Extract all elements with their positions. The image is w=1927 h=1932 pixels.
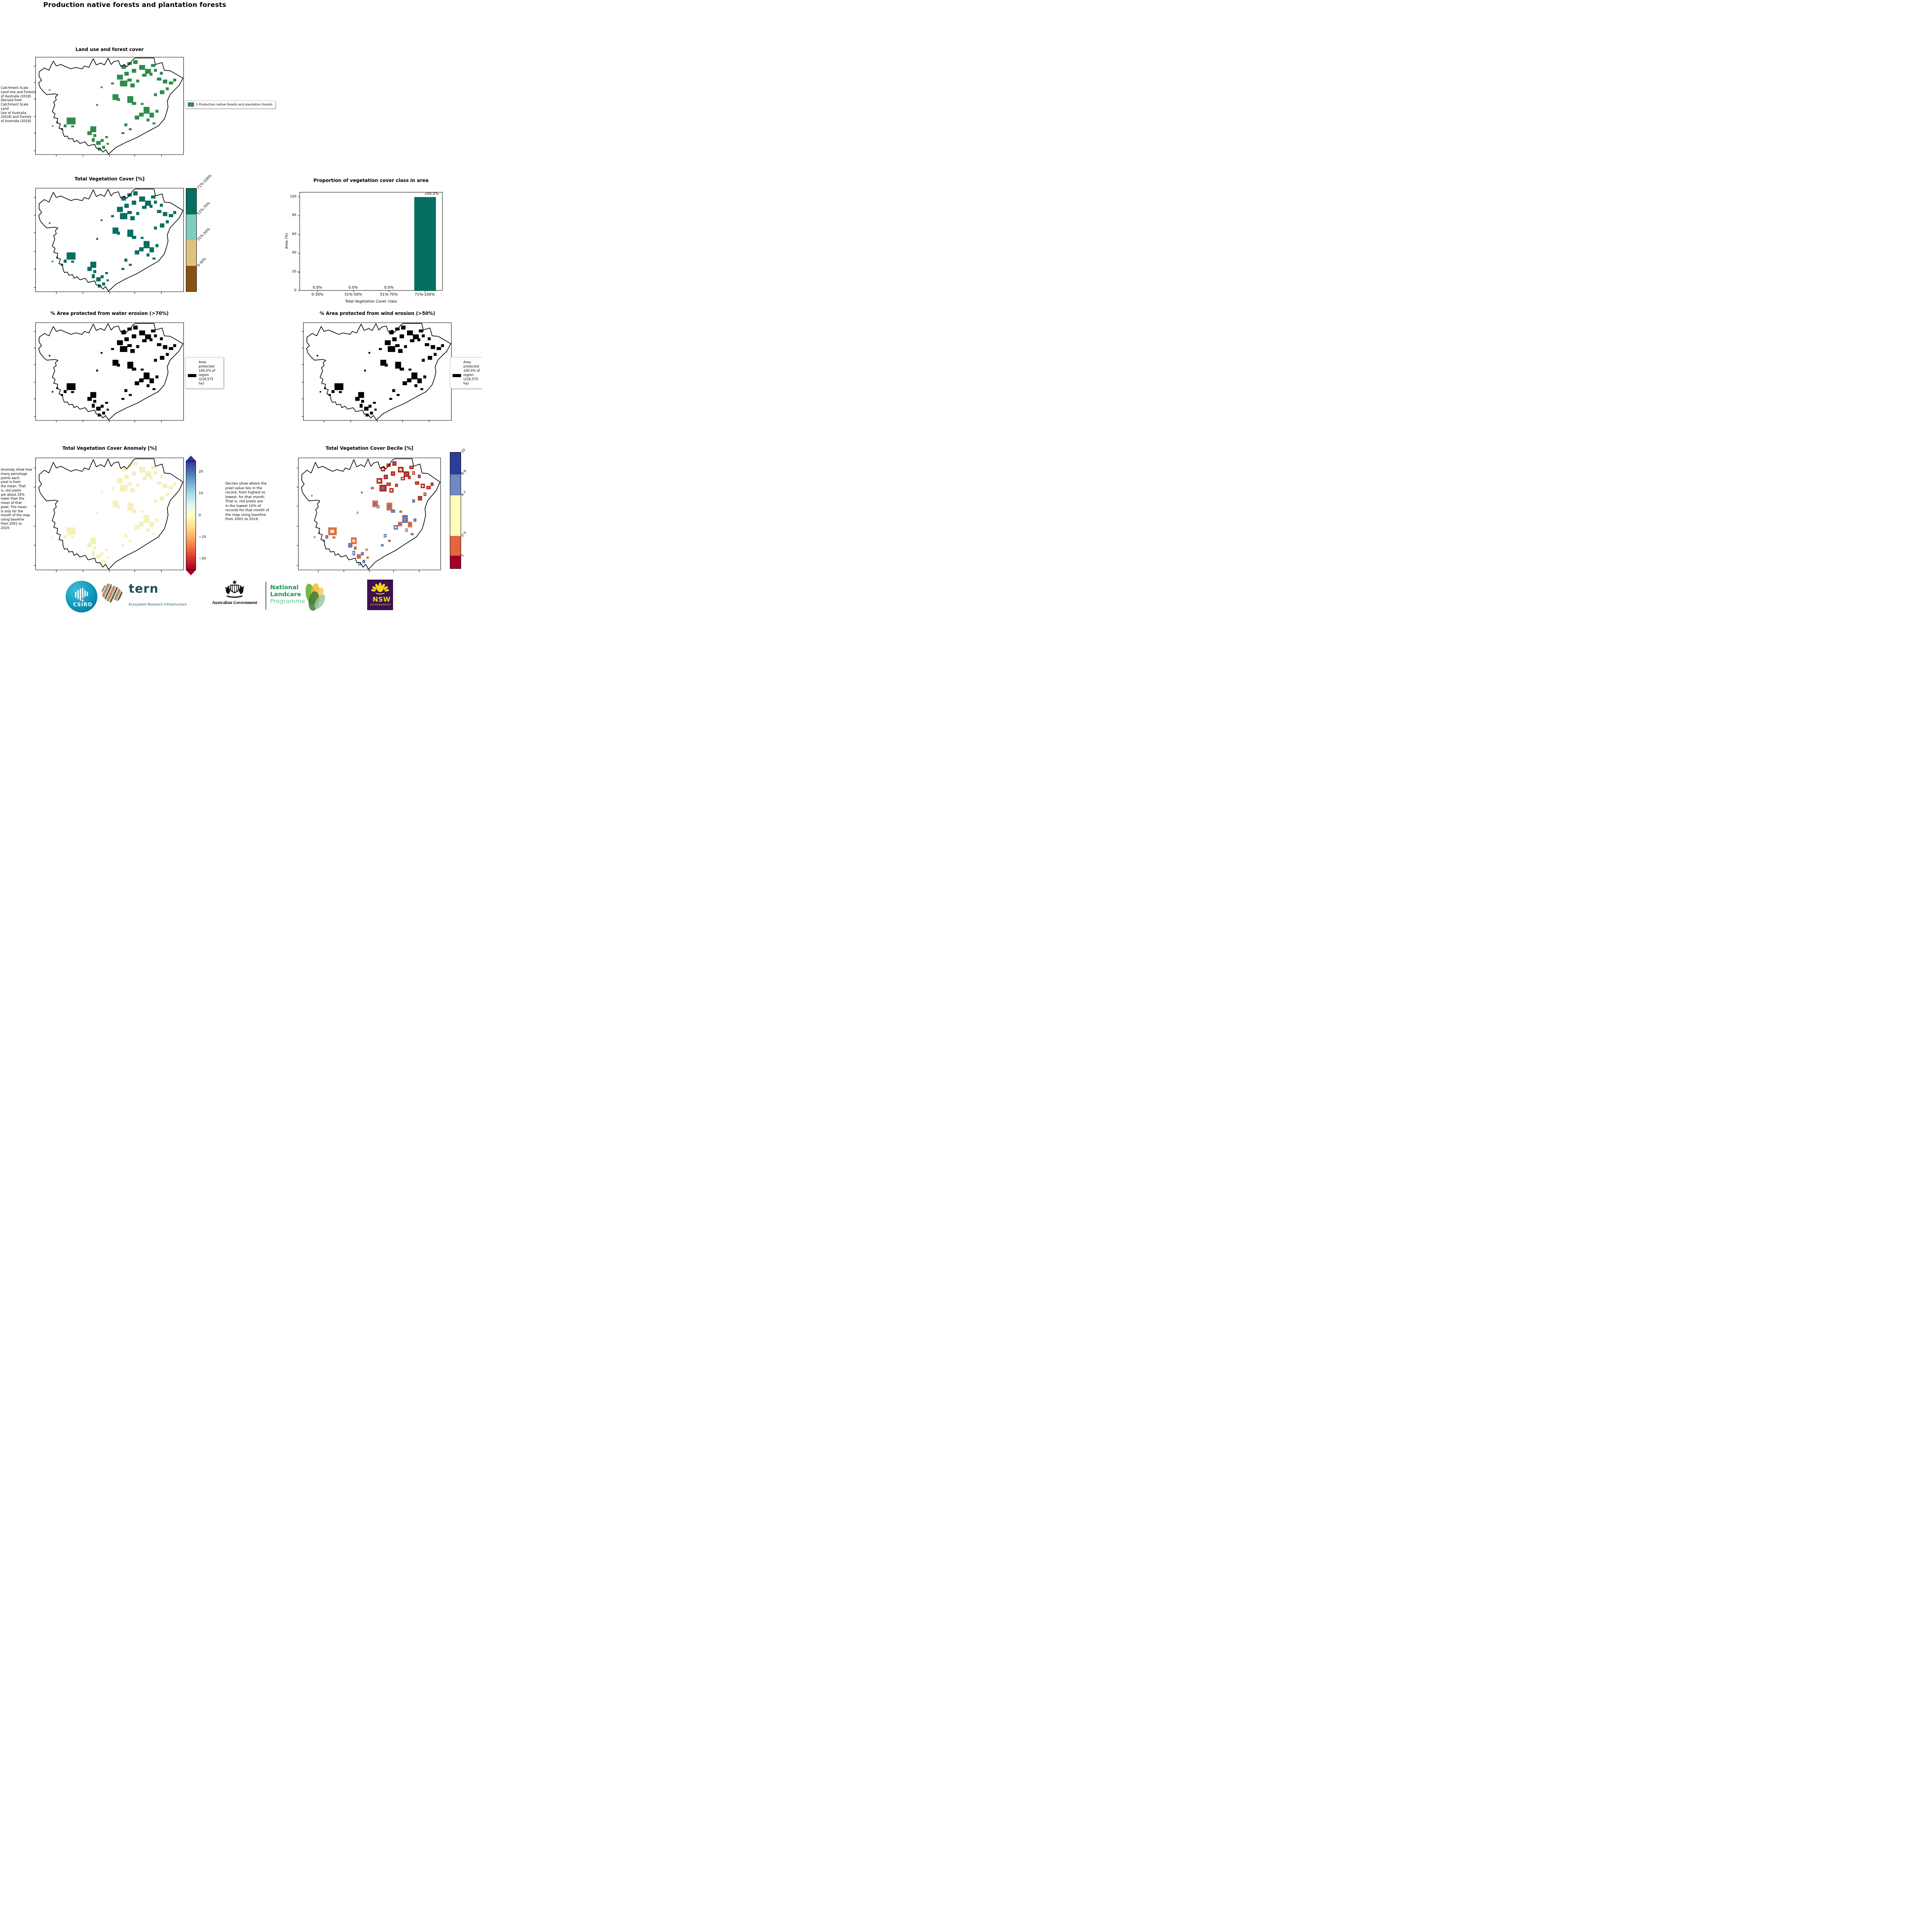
landuse-legend-label: 1 Production native forests and plantati…: [196, 103, 273, 106]
landuse-legend: 1 Production native forests and plantati…: [185, 100, 276, 109]
bar-chart-ytick-label: 40: [292, 251, 296, 255]
nsw-government-logo: NSW GOVERNMENT: [367, 580, 393, 610]
bar-chart-value-label: 0.0%: [313, 286, 322, 290]
decile-colorbar-tick-label: 1: [460, 553, 465, 558]
anomaly-colorbar-tick-label: 0: [199, 513, 201, 517]
report-page: Production native forests and plantation…: [0, 0, 482, 617]
nlp-line-1: National: [270, 584, 299, 591]
bar-chart-ytick-mark: [298, 234, 300, 235]
decile-side-note: Deciles show where the pixel value lies …: [225, 482, 269, 522]
tvc-colorbar-tick-label: 0-30%: [196, 257, 208, 268]
tvc-colorbar-tick-label: 51%-70%: [196, 201, 211, 216]
bar-chart-plot: [300, 192, 443, 291]
decile-colorbar-segment: [450, 495, 461, 536]
water-erosion-map: [36, 323, 184, 420]
decile-map-title: Total Vegetation Cover Decile [%]: [325, 446, 414, 451]
csiro-logo-text: CSIRO: [73, 602, 93, 608]
anomaly-colorbar-tick-label: −10: [199, 535, 206, 539]
tern-logo-text: tern: [129, 582, 159, 596]
bar-chart-xtick-label: 51%-70%: [380, 293, 398, 297]
tvc-map-canvas: [36, 188, 184, 292]
bar-chart-value-label: 0.0%: [384, 286, 394, 290]
anomaly-colorbar: [186, 461, 196, 570]
bar-chart-xtick-label: 31%-50%: [344, 293, 362, 297]
landuse-legend-swatch-icon: [188, 102, 194, 107]
anomaly-colorbar-tick-label: −20: [199, 557, 206, 561]
bar-chart-xtick-label: 0-30%: [311, 293, 323, 297]
landuse-map-canvas: [36, 57, 184, 155]
national-landcare-programme-logo: National Landcare Programme: [270, 584, 305, 605]
bar-chart-bar: [414, 197, 436, 291]
bar-chart-xtick-mark: [317, 291, 318, 292]
protect-map-canvas: [303, 323, 451, 420]
bar-chart-ytick-label: 0: [294, 288, 296, 293]
decile-colorbar: [450, 452, 461, 569]
tern-australia-icon: [102, 583, 123, 603]
water-erosion-map-title: % Area protected from water erosion (>70…: [50, 311, 169, 316]
wind-erosion-map: [303, 323, 451, 420]
tvc-colorbar-segment: [186, 240, 196, 266]
landuse-side-note: Catchment Scale Land Use and Forests of …: [1, 86, 36, 123]
bar-chart-xtick-mark: [353, 291, 354, 292]
wind-legend-label: Area protected 100.0% of region (218,575…: [463, 360, 480, 385]
tvc-colorbar: [186, 188, 197, 292]
anomaly-side-note: Anomaly show how many percetage points e…: [1, 468, 32, 530]
decile-colorbar-tick-label: 4-7: [460, 490, 467, 497]
anomaly-map: [36, 458, 184, 570]
wind-legend-swatch-icon: [453, 374, 461, 377]
australian-government-text: Australian Government: [212, 600, 257, 605]
anomaly-colorbar-top-arrow-icon: [186, 456, 196, 461]
bar-chart-ytick-label: 80: [292, 213, 296, 218]
anomaly-map-title: Total Vegetation Cover Anomaly [%]: [62, 446, 157, 451]
water-legend-swatch-icon: [188, 374, 196, 377]
nsw-waratah-icon: [371, 582, 389, 595]
bar-chart-xtick-label: 71%-100%: [414, 293, 435, 297]
tvc-map-title: Total Vegetation Cover [%]: [74, 176, 145, 182]
protect-map-canvas: [36, 323, 184, 420]
landuse-map: [36, 57, 184, 155]
decile-colorbar-tick-label: 2-3: [460, 531, 467, 538]
bar-chart-xlabel: Total Vegetation Cover class: [345, 299, 397, 304]
anomaly-map-canvas: [36, 458, 184, 570]
bar-chart-ytick-label: 100: [289, 194, 296, 199]
water-legend-label: Area protected 100.0% of region (218,575…: [199, 360, 215, 385]
bar-chart-title: Proportion of vegetation cover class in …: [313, 178, 429, 183]
tvc-colorbar-segment: [186, 189, 196, 214]
wind-erosion-map-title: % Area protected from wind erosion (>50%…: [319, 311, 436, 316]
tvc-colorbar-segment: [186, 265, 196, 291]
bar-chart-ytick-label: 60: [292, 232, 296, 236]
anomaly-colorbar-tick-label: 10: [199, 492, 203, 496]
tvc-colorbar-segment: [186, 214, 196, 240]
water-erosion-legend: Area protected 100.0% of region (218,575…: [185, 357, 224, 389]
landuse-map-title: Land use and forest cover: [75, 47, 144, 52]
decile-map-canvas: [298, 458, 441, 570]
nsw-logo-text: NSW: [373, 596, 391, 604]
landcare-leaves-icon: [305, 583, 325, 611]
decile-colorbar-tick-label: 8-9: [460, 469, 467, 476]
wind-erosion-legend: Area protected 100.0% of region (218,575…: [450, 357, 482, 389]
tvc-colorbar-tick-label: 71%-100%: [196, 173, 213, 190]
decile-colorbar-segment: [450, 452, 461, 474]
decile-colorbar-segment: [450, 556, 461, 568]
nsw-logo-subtext: GOVERNMENT: [370, 604, 391, 606]
csiro-waveform-icon: [75, 588, 88, 602]
nlp-line-2: Landcare: [270, 591, 301, 598]
page-title: Production native forests and plantation…: [43, 1, 226, 9]
decile-colorbar-segment: [450, 474, 461, 495]
anomaly-colorbar-tick-label: 20: [199, 469, 203, 474]
anomaly-colorbar-bottom-arrow-icon: [186, 570, 196, 575]
bar-chart-value-label: 0.0%: [348, 286, 358, 290]
tern-tagline: Ecosystem Research Infrastructure: [129, 603, 187, 607]
nlp-line-3: Programme: [270, 598, 305, 605]
csiro-logo: CSIRO: [66, 581, 97, 612]
australian-coat-of-arms-icon: [225, 580, 245, 598]
bar-chart-ytick-label: 20: [292, 269, 296, 274]
decile-colorbar-tick-label: 10: [460, 448, 466, 454]
decile-map: [298, 458, 441, 570]
bar-chart-value-label: 100.0%: [424, 192, 439, 196]
tvc-colorbar-tick-label: 31%-50%: [196, 227, 211, 242]
tvc-map: [36, 188, 184, 292]
decile-colorbar-segment: [450, 536, 461, 556]
